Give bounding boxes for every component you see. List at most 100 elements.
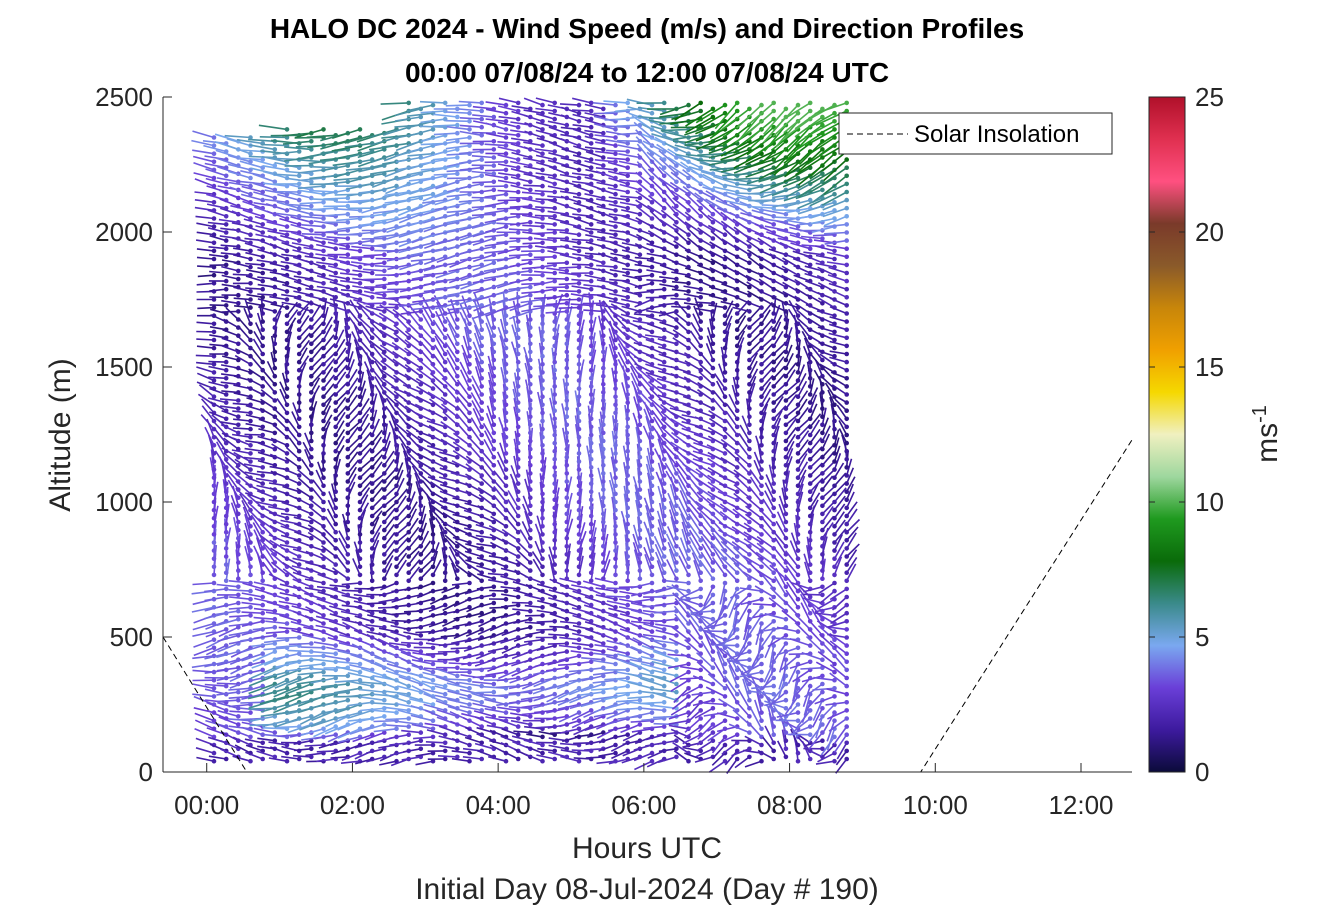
wind-arrow: [256, 750, 276, 758]
wind-arrow: [330, 756, 348, 759]
wind-arrow: [306, 134, 336, 139]
wind-arrow-head: [467, 370, 472, 375]
wind-arrow: [207, 209, 227, 218]
wind-arrow-head: [503, 524, 509, 529]
wind-arrow-head: [321, 426, 326, 432]
wind-arrow-head: [503, 443, 509, 448]
wind-arrow: [257, 267, 275, 272]
wind-arrow-head: [236, 552, 241, 557]
wind-arrow-head: [236, 592, 241, 598]
wind-arrow-head: [503, 370, 509, 375]
wind-arrow-head: [333, 270, 339, 276]
wind-arrow-head: [552, 529, 557, 535]
wind-arrow: [316, 585, 336, 590]
wind-arrow: [249, 715, 275, 722]
wind-arrow: [191, 139, 215, 147]
wind-arrow: [221, 344, 239, 353]
wind-arrow: [245, 744, 263, 752]
wind-arrow-head: [260, 230, 266, 235]
wind-arrow: [196, 231, 215, 236]
wind-arrow-head: [552, 619, 557, 624]
wind-arrow-head: [467, 402, 472, 408]
wind-arrow-head: [552, 538, 557, 543]
wind-arrow-head: [430, 564, 436, 570]
wind-arrow-head: [369, 384, 375, 389]
wind-arrow-head: [515, 400, 521, 405]
wind-arrow-head: [284, 386, 290, 391]
wind-arrow: [329, 288, 349, 296]
wind-arrow-head: [503, 224, 509, 229]
wind-arrow: [282, 467, 300, 477]
wind-arrow: [282, 561, 300, 574]
wind-arrow-head: [528, 616, 533, 622]
wind-arrow: [325, 715, 349, 728]
wind-arrow: [234, 366, 251, 374]
wind-arrow: [245, 492, 263, 501]
wind-arrow: [227, 163, 251, 171]
wind-arrow-head: [333, 424, 339, 430]
wind-arrow-head: [284, 418, 290, 424]
wind-arrow: [269, 271, 288, 276]
wind-arrow-head: [321, 386, 326, 391]
wind-arrow: [268, 517, 288, 528]
wind-arrow: [317, 603, 337, 614]
wind-arrow: [274, 416, 288, 430]
wind-arrow: [296, 487, 312, 499]
wind-arrow-head: [564, 519, 570, 525]
wind-arrow-head: [540, 183, 545, 189]
wind-arrow: [341, 301, 361, 309]
wind-arrow: [359, 696, 385, 701]
wind-arrow-head: [491, 382, 497, 387]
wind-arrow-head: [491, 341, 497, 347]
wind-arrow-head: [564, 511, 570, 517]
wind-arrow-head: [564, 422, 570, 428]
wind-arrow-head: [455, 130, 460, 136]
wind-arrow: [293, 754, 312, 758]
wind-arrow: [322, 414, 333, 430]
wind-arrow: [255, 537, 264, 557]
wind-arrow-head: [321, 443, 326, 448]
wind-arrow: [229, 186, 251, 195]
wind-arrow: [270, 303, 288, 309]
wind-arrow: [359, 487, 371, 503]
wind-arrow-head: [528, 179, 533, 185]
wind-arrow: [281, 241, 300, 250]
wind-arrow: [536, 620, 555, 623]
wind-arrow-head: [382, 252, 387, 257]
wind-arrow-head: [479, 627, 485, 632]
wind-arrow-head: [528, 471, 533, 476]
wind-arrow-head: [321, 313, 326, 319]
wind-arrow-head: [515, 189, 521, 195]
wind-arrow-head: [211, 694, 217, 699]
wind-arrow-head: [503, 102, 509, 108]
wind-arrow: [347, 394, 358, 410]
wind-arrow-head: [321, 232, 326, 237]
wind-arrow-head: [236, 414, 241, 420]
wind-arrow-head: [406, 440, 412, 446]
wind-arrow-head: [272, 357, 278, 363]
wind-arrow: [292, 249, 312, 256]
wind-arrow: [347, 385, 358, 401]
wind-arrow: [291, 629, 312, 637]
wind-arrow-head: [284, 451, 290, 456]
wind-arrow-head: [333, 311, 339, 316]
wind-arrow-head: [479, 327, 485, 333]
wind-arrow-head: [576, 102, 582, 108]
wind-arrow-head: [284, 410, 290, 416]
wind-arrow-head: [576, 443, 582, 448]
wind-arrow-head: [540, 248, 545, 254]
wind-arrow-head: [345, 276, 351, 282]
wind-arrow-head: [333, 675, 339, 681]
wind-arrow-head: [394, 418, 399, 424]
wind-arrow: [328, 620, 349, 629]
wind-arrow-head: [211, 224, 217, 229]
wind-arrow: [258, 418, 276, 426]
wind-arrow-head: [369, 683, 375, 689]
wind-arrow: [335, 444, 345, 460]
wind-arrow: [228, 718, 251, 722]
wind-arrow: [233, 375, 251, 382]
wind-arrow: [279, 381, 288, 398]
wind-arrow: [322, 398, 333, 414]
wind-arrow-head: [418, 519, 424, 525]
wind-arrow-head: [345, 195, 351, 201]
